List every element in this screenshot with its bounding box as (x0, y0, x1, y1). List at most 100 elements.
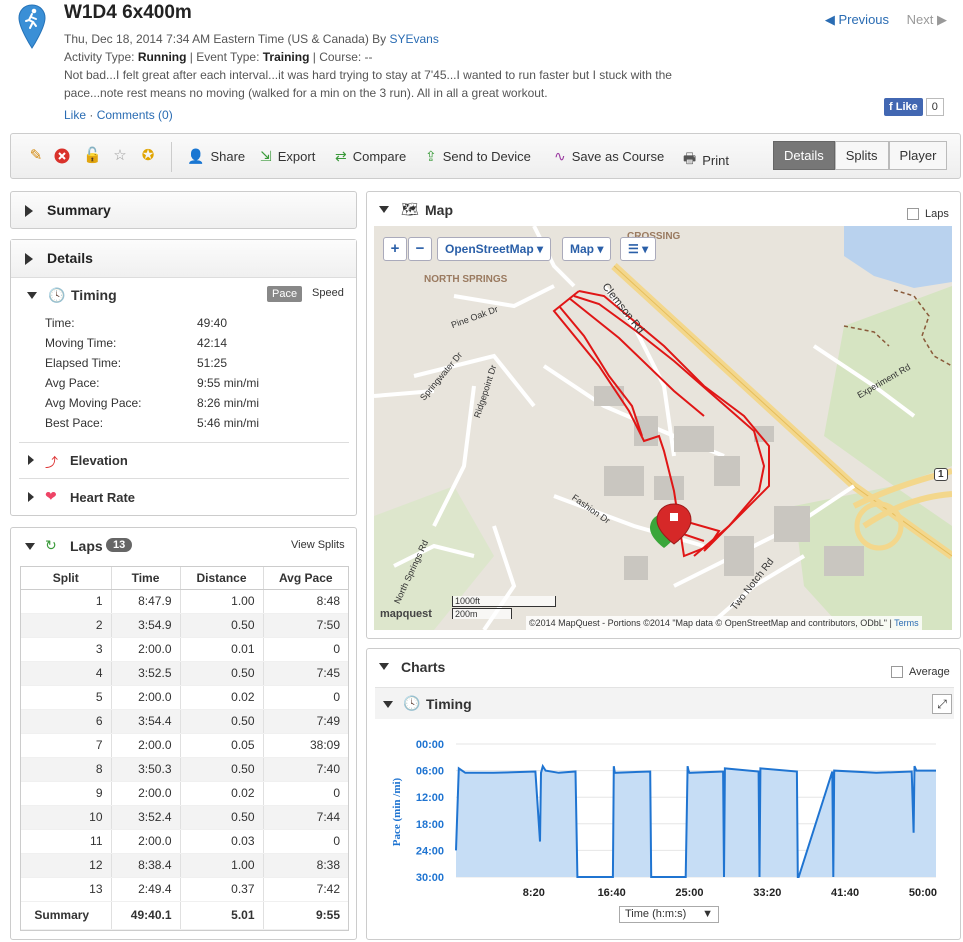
collapse-arrow-icon[interactable] (379, 663, 389, 670)
tab-details[interactable]: Details (773, 141, 835, 170)
elevation-title[interactable]: Elevation (70, 453, 128, 468)
comments-link[interactable]: Comments (0) (96, 108, 173, 122)
laps-table: Split Time Distance Avg Pace 1 8:47.9 1.00… (21, 567, 348, 930)
send-device-icon: ⇪ (425, 148, 437, 164)
layers-icon: ☰ (628, 242, 639, 256)
table-cell: 0.01 (180, 637, 264, 662)
view-tabs: Details Splits Player (773, 141, 948, 170)
printer-icon: 🖶 (683, 150, 697, 166)
x-axis-select[interactable]: Time (h:m:s) ▼ (619, 906, 719, 923)
export-button[interactable]: ⇲ Export (260, 148, 315, 165)
table-cell: 0.50 (180, 805, 264, 830)
collapse-arrow-icon[interactable] (379, 206, 389, 213)
table-row[interactable]: 13 2:49.4 0.37 7:42 (21, 877, 348, 902)
author-link[interactable]: SYEvans (389, 32, 439, 46)
compare-button[interactable]: ⇄ Compare (335, 148, 406, 165)
table-row[interactable]: 10 3:52.4 0.50 7:44 (21, 805, 348, 830)
table-cell: 8:47.9 (111, 589, 181, 614)
metric-value: 9:55 min/mi (197, 376, 260, 390)
laps-table-wrap: Split Time Distance Avg Pace 1 8:47.9 1.00… (20, 566, 349, 931)
summary-title: Summary (47, 202, 111, 218)
pace-toggle[interactable]: Pace (267, 286, 303, 302)
table-cell: 12 (21, 853, 112, 878)
save-as-course-button[interactable]: ∿ Save as Course (554, 148, 664, 165)
heart-icon: ❤ (45, 488, 57, 504)
metric-value: 42:14 (197, 336, 228, 350)
table-cell: 7:42 (263, 877, 348, 902)
laps-checkbox[interactable] (907, 208, 919, 220)
share-button[interactable]: 👤 Share (187, 148, 245, 165)
map-tiles (374, 226, 952, 630)
metric-value: 8:26 min/mi (197, 396, 260, 410)
activity-header: W1D4 6x400m Thu, Dec 18, 2014 7:34 AM Ea… (0, 0, 963, 130)
delete-icon[interactable] (53, 147, 71, 165)
table-row[interactable]: 8 3:50.3 0.50 7:40 (21, 757, 348, 782)
table-cell: 0.50 (180, 613, 264, 638)
activity-description: Not bad...I felt great after each interv… (64, 68, 672, 100)
map-canvas[interactable]: NORTH SPRINGS CROSSING Clemson Rd Pine O… (374, 226, 952, 630)
favorite-star-icon[interactable]: ☆ (113, 147, 127, 164)
average-checkbox[interactable] (891, 666, 903, 678)
lock-icon[interactable]: 🔓 (83, 147, 102, 164)
caret-down-icon: ▾ (594, 242, 604, 256)
next-link[interactable]: Next ▶ (907, 12, 947, 27)
zoom-in-button[interactable]: + (383, 237, 407, 261)
edit-pencil-icon[interactable]: ✎ (29, 147, 43, 164)
table-row[interactable]: 7 2:00.0 0.05 38:09 (21, 733, 348, 758)
laps-checkbox-label: Laps (925, 208, 949, 220)
table-row[interactable]: 12 8:38.4 1.00 8:38 (21, 853, 348, 878)
scale-bar-m: 200m (452, 608, 512, 619)
timing-title: Timing (71, 287, 117, 303)
like-link[interactable]: Like (64, 108, 87, 122)
y-axis: 00:00 06:00 12:00 18:00 24:00 30:00 (416, 739, 444, 884)
award-ribbon-icon[interactable]: ✪ (141, 147, 155, 164)
table-row[interactable]: 2 3:54.9 0.50 7:50 (21, 613, 348, 638)
table-row[interactable]: 5 2:00.0 0.02 0 (21, 685, 348, 710)
map-type-button[interactable]: Map ▾ (562, 237, 612, 261)
charts-panel: Charts Average 🕓 Timing ⤢ Time (h:m:s) ▼ (366, 648, 961, 940)
next-label: Next (906, 12, 934, 27)
x-tick-label: 16:40 (598, 887, 626, 899)
table-row[interactable]: 4 3:52.5 0.50 7:45 (21, 661, 348, 686)
event-type: Training (262, 50, 310, 64)
y-tick-label: 06:00 (416, 766, 444, 778)
table-row[interactable]: 3 2:00.0 0.01 0 (21, 637, 348, 662)
send-to-device-button[interactable]: ⇪ Send to Device (425, 148, 531, 165)
print-button[interactable]: 🖶 Print (683, 148, 729, 172)
speed-toggle[interactable]: Speed (312, 287, 344, 299)
expand-arrow-icon[interactable] (28, 492, 34, 502)
table-row[interactable]: 6 3:54.4 0.50 7:49 (21, 709, 348, 734)
tab-player[interactable]: Player (888, 141, 948, 170)
details-header[interactable]: Details (11, 240, 356, 278)
previous-link[interactable]: ◀ Previous (825, 12, 889, 27)
table-cell: 13 (21, 877, 112, 902)
terms-link[interactable]: Terms (894, 618, 919, 628)
collapse-arrow-icon[interactable] (383, 701, 393, 708)
table-row[interactable]: 1 8:47.9 1.00 8:48 (21, 589, 348, 614)
layer-select-button[interactable]: OpenStreetMap ▾ (437, 237, 552, 261)
summary-panel[interactable]: Summary (10, 191, 357, 229)
layers-button[interactable]: ☰ ▾ (620, 237, 657, 261)
view-splits-link[interactable]: View Splits (291, 539, 345, 551)
laps-table-body: 1 8:47.9 1.00 8:48 2 3:54.9 0.50 7:50 3 2:00.0 0.0… (21, 589, 348, 930)
expand-chart-icon[interactable]: ⤢ (932, 694, 952, 714)
caret-down-icon: ▼ (702, 908, 713, 920)
table-cell: 5 (21, 685, 112, 710)
course-label: | Course: -- (309, 50, 373, 64)
table-row[interactable]: 11 2:00.0 0.03 0 (21, 829, 348, 854)
zoom-out-button[interactable]: − (408, 237, 432, 261)
table-cell: 2:00.0 (111, 637, 181, 662)
tab-splits[interactable]: Splits (834, 141, 889, 170)
activity-date: Thu, Dec 18, 2014 7:34 AM Eastern Time (… (64, 32, 390, 46)
facebook-icon: f (889, 101, 896, 113)
metric-label: Time: (45, 316, 75, 330)
event-type-label: | Event Type: (186, 50, 263, 64)
expand-arrow-icon[interactable] (28, 455, 34, 465)
x-tick-label: 41:40 (831, 887, 859, 899)
table-row[interactable]: 9 2:00.0 0.02 0 (21, 781, 348, 806)
column-header: Split (21, 567, 112, 590)
facebook-like-button[interactable]: f Like (884, 98, 923, 116)
collapse-arrow-icon[interactable] (25, 543, 35, 550)
heart-rate-title[interactable]: Heart Rate (70, 490, 136, 505)
collapse-arrow-icon[interactable] (27, 292, 37, 299)
